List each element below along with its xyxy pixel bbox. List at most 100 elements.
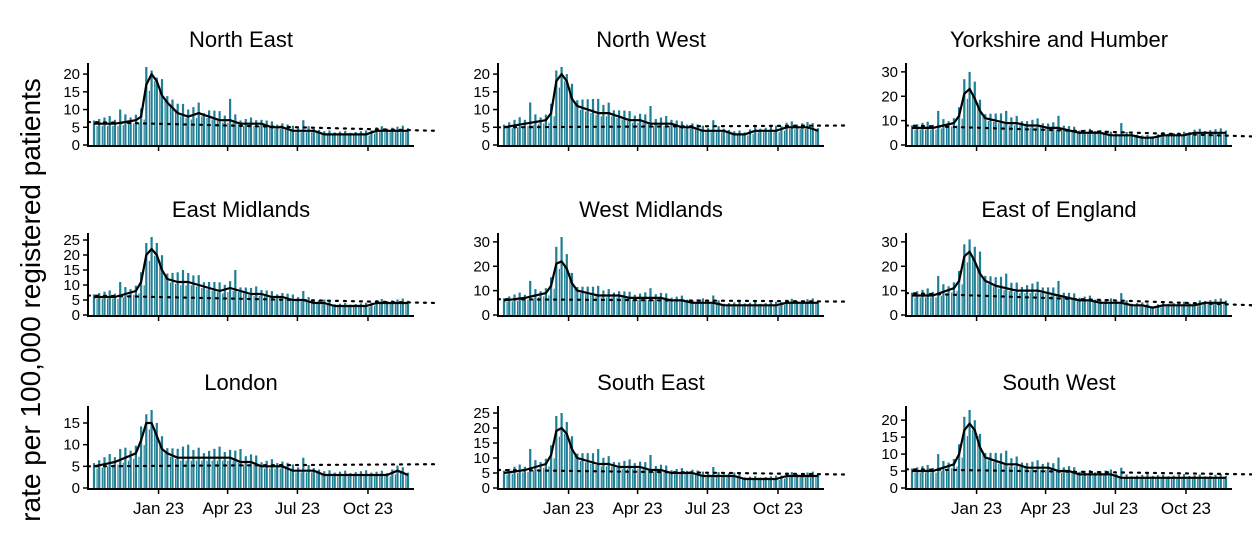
daily-bar <box>1062 467 1065 488</box>
daily-bar <box>722 303 725 315</box>
daily-bar <box>926 464 929 488</box>
panel-title: North East <box>189 27 293 52</box>
daily-bar <box>628 111 631 145</box>
daily-bar <box>1052 463 1055 488</box>
daily-bar <box>1141 474 1144 488</box>
daily-bar <box>243 464 245 488</box>
daily-bar <box>945 469 948 488</box>
daily-bar <box>166 96 169 145</box>
daily-bar <box>963 244 966 315</box>
daily-bar <box>187 444 190 488</box>
daily-bar <box>721 305 723 315</box>
daily-bar <box>1067 466 1071 488</box>
daily-bar <box>312 468 315 488</box>
daily-bar <box>1183 301 1186 315</box>
daily-bar <box>715 477 717 488</box>
daily-bar <box>910 468 914 488</box>
daily-bar <box>255 286 258 315</box>
daily-bar <box>591 286 595 315</box>
daily-bar <box>248 294 250 316</box>
daily-bar <box>166 448 169 488</box>
daily-bar <box>595 296 597 315</box>
daily-bar <box>1024 126 1026 145</box>
daily-bar <box>1134 136 1136 145</box>
daily-bar <box>112 125 114 145</box>
daily-bar <box>1094 299 1097 315</box>
daily-bar <box>565 422 568 488</box>
daily-bar <box>626 121 629 145</box>
daily-bar <box>523 294 526 315</box>
daily-bar <box>565 74 568 145</box>
daily-bar <box>405 304 407 315</box>
daily-bar <box>633 463 636 488</box>
daily-bar <box>201 288 203 315</box>
daily-bar <box>1181 136 1183 145</box>
daily-bar <box>1102 134 1105 145</box>
daily-bar <box>333 132 336 145</box>
trend-line <box>496 468 848 476</box>
daily-bar <box>291 125 294 145</box>
daily-bar <box>956 125 958 145</box>
daily-bar <box>211 290 213 315</box>
daily-bar <box>1076 300 1078 315</box>
daily-bar <box>611 466 613 488</box>
daily-bar <box>229 98 232 145</box>
daily-bar <box>590 463 592 488</box>
daily-bar <box>1123 478 1125 488</box>
daily-bar <box>768 306 770 315</box>
daily-bar <box>380 126 383 145</box>
daily-bar <box>394 132 396 145</box>
daily-bar <box>1034 293 1037 315</box>
daily-bar <box>978 99 982 145</box>
daily-bar <box>1197 306 1199 315</box>
daily-bar <box>973 81 976 145</box>
daily-bar <box>1167 303 1170 315</box>
daily-bar <box>752 306 754 315</box>
daily-bar <box>337 476 339 488</box>
daily-bar <box>550 277 553 315</box>
daily-bar <box>1218 478 1220 488</box>
daily-bar <box>307 465 310 488</box>
daily-bar <box>375 127 378 145</box>
daily-bar <box>122 297 124 315</box>
daily-bar <box>789 304 791 315</box>
daily-bar <box>286 293 289 315</box>
daily-bar <box>297 467 300 488</box>
daily-bar <box>307 297 310 315</box>
daily-bar <box>998 123 1000 145</box>
daily-bar <box>616 297 618 315</box>
daily-bar <box>1118 304 1120 315</box>
daily-bar <box>618 462 621 488</box>
daily-bar <box>1078 297 1081 315</box>
daily-bar <box>963 416 966 488</box>
daily-bar <box>274 298 276 315</box>
daily-bar <box>223 284 226 315</box>
daily-bar <box>1041 463 1044 488</box>
daily-bar <box>937 110 940 145</box>
y-tick-label: 15 <box>473 84 490 101</box>
daily-bar <box>659 292 663 315</box>
daily-bar <box>1186 478 1188 488</box>
daily-bar <box>164 274 166 315</box>
daily-bar <box>253 296 255 315</box>
daily-bar <box>773 306 775 315</box>
daily-bar <box>680 121 683 145</box>
daily-bar <box>534 289 537 315</box>
daily-bar <box>543 296 545 315</box>
rolling-mean-line <box>94 72 408 136</box>
daily-bar <box>1020 121 1023 145</box>
daily-bar <box>1146 135 1149 145</box>
daily-bar <box>600 466 602 488</box>
daily-bar <box>700 304 702 315</box>
daily-bar <box>1191 306 1194 315</box>
daily-bar <box>968 71 971 145</box>
daily-bar <box>218 446 221 488</box>
x-tick-label: Apr 23 <box>613 499 663 518</box>
daily-bar <box>998 288 1000 315</box>
daily-bar <box>799 477 801 488</box>
daily-bar <box>122 462 124 488</box>
daily-bar <box>612 292 615 315</box>
daily-bar <box>281 461 284 488</box>
daily-bar <box>1073 467 1076 488</box>
daily-bar <box>977 103 979 145</box>
